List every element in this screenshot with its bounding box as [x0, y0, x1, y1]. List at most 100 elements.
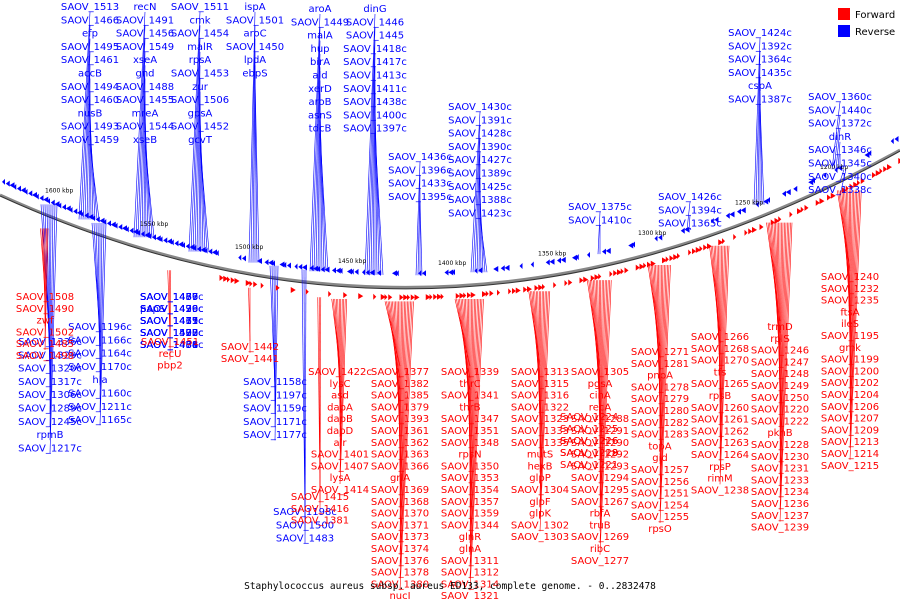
- forward-feature-label: lysC: [330, 379, 351, 390]
- forward-feature-label: alr: [333, 438, 347, 449]
- feature-arrow: [842, 187, 847, 194]
- feature-arrow: [215, 250, 219, 257]
- callout-line: [849, 190, 862, 460]
- forward-feature-label: SAOV_1230: [751, 452, 809, 463]
- forward-feature-label: SAOV_1292: [571, 450, 629, 461]
- callout-line: [779, 222, 787, 475]
- feature-arrow: [868, 150, 872, 157]
- legend-swatch-reverse: [838, 25, 850, 37]
- feature-arrow: [69, 206, 73, 213]
- callout-line: [779, 222, 788, 487]
- callout-line: [479, 218, 488, 273]
- reverse-feature-label: ald: [312, 71, 327, 82]
- feature-arrow: [785, 189, 791, 196]
- callout-line: [49, 204, 56, 441]
- feature-arrow: [860, 177, 865, 184]
- forward-feature-label: SAOV_1294: [571, 473, 629, 484]
- forward-feature-label: SAOV_1233: [751, 475, 809, 486]
- reverse-feature-label: SAOV_1338c: [808, 185, 872, 196]
- forward-feature-label: SAOV_1293: [571, 461, 629, 472]
- callout-line: [399, 301, 405, 520]
- feature-arrow: [482, 291, 487, 298]
- callout-line: [659, 264, 667, 488]
- callout-line: [339, 298, 348, 485]
- feature-arrow: [605, 247, 611, 254]
- feature-arrow: [864, 152, 870, 159]
- reverse-feature-label: SAOV_1438c: [343, 97, 407, 108]
- feature-arrow: [2, 178, 5, 185]
- feature-arrow: [545, 259, 550, 266]
- reverse-feature-label: SAOV_1459: [61, 135, 119, 146]
- feature-arrow: [114, 222, 118, 229]
- scale-label: 1350 kbp: [538, 250, 566, 257]
- reverse-feature-label: SAOV_1467: [140, 316, 198, 327]
- callout-line: [779, 222, 785, 463]
- reverse-feature-label: SAOV_1166c: [68, 335, 132, 346]
- feature-arrow: [343, 292, 348, 299]
- reverse-feature-label: efp: [82, 29, 98, 40]
- reverse-feature-label: ebpS: [242, 69, 267, 80]
- feature-arrow: [268, 259, 274, 266]
- feature-arrow: [887, 164, 892, 171]
- feature-arrow: [748, 228, 753, 235]
- forward-feature-label: ribC: [590, 544, 610, 555]
- feature-arrow: [9, 182, 15, 189]
- feature-arrow: [208, 248, 213, 255]
- feature-arrow: [853, 181, 859, 188]
- reverse-feature-label: SAOV_1436c: [388, 152, 452, 163]
- callout-line: [399, 301, 413, 579]
- callout-line: [196, 65, 201, 252]
- reverse-feature-label: SAOV_1449: [291, 17, 349, 28]
- forward-feature-label: glnA: [459, 544, 481, 555]
- callout-line: [659, 264, 665, 476]
- forward-feature-label: rpsO: [648, 524, 672, 535]
- feature-arrow: [410, 294, 415, 301]
- callout-line: [837, 141, 841, 170]
- feature-arrows: [2, 136, 900, 301]
- reverse-feature-label: SAOV_1197c: [243, 390, 307, 401]
- callout-line: [99, 222, 107, 426]
- callout-line: [599, 280, 612, 555]
- forward-feature-label: SAOV_1362: [371, 438, 429, 449]
- feature-arrow: [815, 199, 820, 206]
- feature-arrow: [110, 221, 116, 228]
- reverse-feature-label: SAOV_1340c: [808, 172, 872, 183]
- reverse-feature-label: SAOV_1497: [140, 328, 198, 339]
- forward-feature-label: SAOV_1401: [311, 450, 369, 461]
- callout-line: [303, 269, 306, 531]
- reverse-feature-label: SAOV_1425c: [448, 182, 512, 193]
- feature-arrow: [290, 286, 296, 293]
- callout-line: [599, 280, 606, 508]
- callout-line: [474, 138, 481, 273]
- forward-feature-label: SAOV_1380: [371, 579, 429, 590]
- reverse-feature-label: SAOV_1494: [61, 82, 119, 93]
- forward-feature-label: dapA: [327, 402, 353, 413]
- map-caption: Staphylococcus aureus subsp. aureus ED13…: [244, 581, 656, 592]
- reverse-feature-label: SAOV_1375c: [568, 202, 632, 213]
- feature-arrow: [564, 280, 568, 287]
- forward-feature-label: SAOV_1369: [371, 485, 429, 496]
- reverse-feature-label: SAOV_1164c: [68, 349, 132, 360]
- reverse-feature-label: SAOV_1159c: [243, 404, 307, 415]
- feature-arrow: [654, 235, 658, 242]
- reverse-feature-label: SAOV_1453: [171, 69, 229, 80]
- forward-feature-label: SAOV_1305: [571, 367, 629, 378]
- callout-line: [44, 228, 49, 351]
- reverse-feature-label: SAOV_1488: [116, 82, 174, 93]
- feature-arrow: [425, 294, 431, 301]
- reverse-feature-label: SAOV_1435c: [728, 68, 792, 79]
- forward-feature-label: SAOV_1215: [821, 461, 879, 472]
- callout-line: [168, 270, 171, 348]
- callout-line: [686, 201, 691, 230]
- feature-arrow: [257, 257, 262, 264]
- feature-arrow: [407, 294, 410, 301]
- feature-arrow: [50, 199, 55, 206]
- feature-arrow: [707, 243, 712, 250]
- feature-arrow: [384, 294, 388, 301]
- reverse-feature-label: nusB: [78, 108, 103, 119]
- callout-line: [539, 291, 542, 461]
- forward-feature-label: SAOV_1295: [571, 485, 629, 496]
- feature-arrow: [189, 244, 195, 251]
- reverse-feature-label: SAOV_1431c: [140, 316, 204, 327]
- callout-line: [779, 222, 790, 499]
